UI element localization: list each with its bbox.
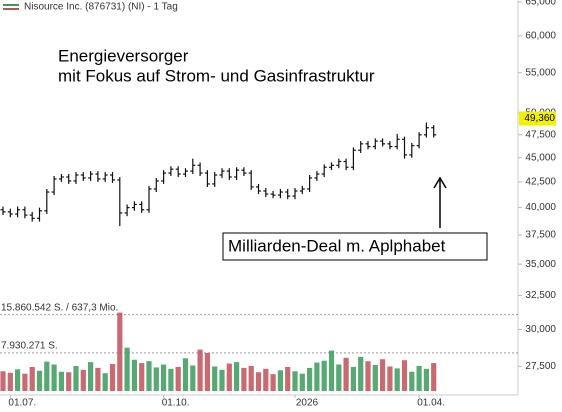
volume-bar: [29, 366, 35, 391]
volume-bar: [102, 373, 108, 391]
volume-bar: [15, 369, 21, 391]
volume-bar: [263, 368, 269, 391]
annotation: Milliarden-Deal m. Aplphabet: [228, 236, 446, 255]
annotation-box: [222, 232, 488, 261]
volume-bar: [343, 357, 349, 391]
volume-bar: [95, 367, 101, 391]
volume-bar: [358, 356, 364, 391]
last-price-tag: [519, 111, 556, 126]
volume-bar: [226, 363, 232, 391]
volume-bar: [7, 372, 13, 391]
volume-bar: [190, 365, 196, 391]
annotation: mit Fokus auf Strom- und Gasinfrastruktu…: [58, 66, 375, 85]
annotation: Energieversorger: [58, 46, 189, 65]
volume-bar: [212, 366, 218, 391]
volume-bar: [66, 372, 72, 391]
volume-bar: [117, 312, 123, 391]
x-tick-label: 2026: [296, 398, 319, 409]
x-tick-label: 01.10.: [162, 398, 190, 409]
volume-bar: [124, 347, 130, 391]
volume-bar: [36, 370, 43, 391]
volume-bar: [0, 371, 6, 391]
volume-bar: [270, 374, 276, 391]
x-tick-label: 01.04.: [417, 398, 445, 409]
volume-bar: [248, 365, 254, 391]
volume-bar: [197, 349, 203, 391]
volume-bar: [336, 364, 342, 391]
y-tick-label: 60,000: [525, 30, 556, 41]
volume-bar: [431, 363, 437, 391]
volume-bar: [321, 360, 327, 391]
volume-bar: [80, 369, 86, 391]
volume-bar: [109, 364, 116, 391]
last-price-label: 49,360: [524, 113, 555, 124]
volume-bar: [161, 364, 167, 391]
arrow-head: [433, 176, 447, 189]
volume-bar: [387, 366, 393, 391]
y-tick-label: 47,500: [525, 129, 556, 140]
volume-reference-label: 15.860.542 S. / 637,3 Mio.: [1, 302, 118, 313]
y-tick-label: 30,000: [525, 324, 556, 335]
y-tick-label: 35,000: [525, 259, 556, 270]
y-tick-label: 55,000: [525, 67, 556, 78]
volume-bar: [44, 361, 50, 391]
volume-bar: [394, 368, 400, 391]
y-tick-label: 45,000: [525, 152, 556, 163]
volume-bar: [146, 361, 152, 391]
volume-bar: [234, 362, 240, 391]
y-tick-label: 32,500: [525, 290, 556, 301]
legend-label: Nisource Inc. (876731) (NI) - 1 Tag: [24, 2, 178, 13]
volume-bar: [73, 365, 79, 391]
volume-bar: [350, 366, 356, 391]
y-tick-label: 27,500: [525, 361, 556, 372]
volume-bar: [58, 371, 64, 391]
volume-bar: [153, 367, 159, 391]
volume-bar: [401, 360, 408, 391]
volume-bar: [139, 363, 145, 391]
volume-bar: [299, 373, 305, 391]
volume-bar: [219, 369, 225, 391]
volume-bar: [423, 368, 429, 391]
volume-bar: [365, 361, 371, 391]
volume-bar: [88, 362, 94, 391]
volume-bar: [22, 373, 28, 391]
y-tick-label: 65,000: [525, 0, 556, 8]
y-tick-label: 40,000: [525, 202, 556, 213]
volume-bar: [307, 367, 313, 391]
volume-bar: [131, 359, 137, 391]
volume-bar: [241, 367, 247, 391]
volume-bar: [204, 352, 210, 391]
volume-bar: [285, 366, 291, 391]
volume-bar: [328, 350, 335, 391]
volume-bar: [314, 362, 320, 391]
x-tick-label: 01.07.: [8, 398, 36, 409]
volume-bar: [416, 365, 422, 391]
volume-bar: [277, 370, 283, 391]
volume-bar: [292, 371, 298, 391]
volume-reference-label: 7.930.271 S.: [1, 340, 58, 351]
y-tick-label: 37,500: [525, 230, 556, 241]
volume-bar: [409, 371, 415, 391]
volume-bar: [168, 368, 174, 391]
volume-bar: [380, 359, 386, 391]
volume-bar: [51, 364, 57, 391]
volume-bar: [182, 358, 189, 391]
volume-bar: [175, 366, 181, 391]
volume-bar: [372, 365, 378, 391]
volume-bar: [255, 372, 262, 391]
y-tick-label: 42,500: [525, 177, 556, 188]
